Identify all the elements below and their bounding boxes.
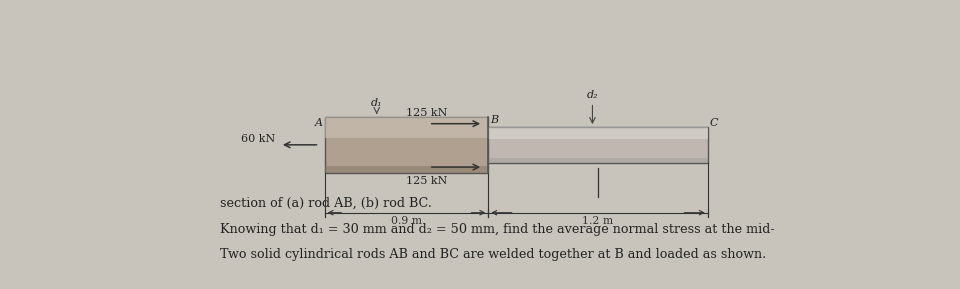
Text: Two solid cylindrical rods AB and BC are welded together at B and loaded as show: Two solid cylindrical rods AB and BC are…	[221, 248, 767, 261]
Text: Knowing that d₁ = 30 mm and d₂ = 50 mm, find the average normal stress at the mi: Knowing that d₁ = 30 mm and d₂ = 50 mm, …	[221, 223, 775, 236]
Bar	[489, 127, 708, 163]
Text: A: A	[314, 118, 323, 127]
Text: 125 kN: 125 kN	[406, 108, 447, 118]
Text: 1.2 m: 1.2 m	[583, 216, 613, 226]
Bar	[324, 117, 489, 173]
Text: 125 kN: 125 kN	[406, 176, 447, 186]
Text: d₂: d₂	[587, 90, 598, 100]
Text: C: C	[710, 118, 718, 127]
Bar	[489, 127, 708, 140]
Bar	[324, 117, 489, 138]
Text: section of (a) rod AB, (b) rod BC.: section of (a) rod AB, (b) rod BC.	[221, 197, 432, 210]
Bar	[324, 166, 489, 173]
Text: d₁: d₁	[371, 98, 382, 108]
Text: 0.9 m: 0.9 m	[391, 216, 422, 226]
Text: 60 kN: 60 kN	[241, 134, 275, 144]
Bar	[489, 158, 708, 163]
Text: B: B	[491, 115, 498, 125]
